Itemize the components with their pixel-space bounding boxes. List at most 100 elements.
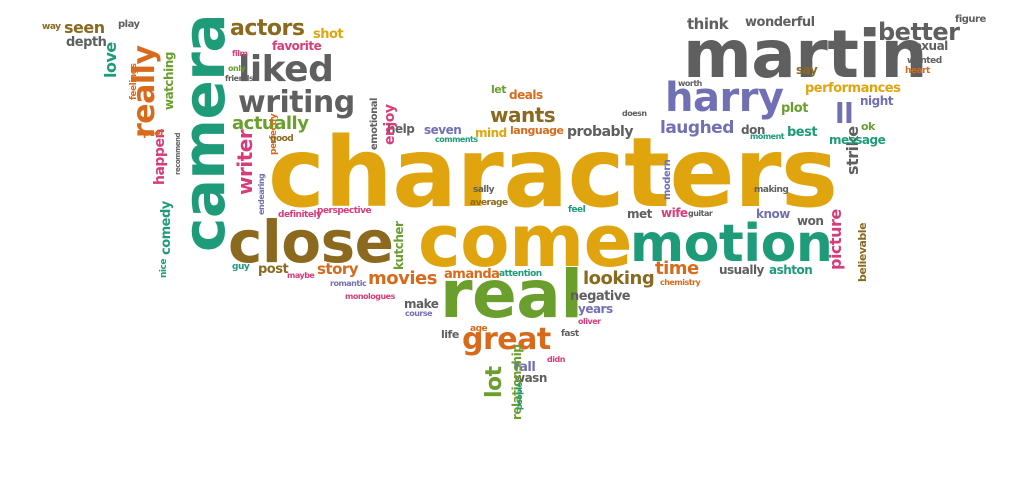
word-motion: motion <box>630 214 833 274</box>
word-real: real <box>440 256 583 333</box>
word-feel: feel <box>568 205 586 215</box>
word-heart: heart <box>905 66 930 76</box>
word-let: let <box>491 83 507 96</box>
word-nice: nice <box>159 259 169 278</box>
word-great: great <box>462 322 551 357</box>
word-actually: actually <box>232 113 309 134</box>
word-negative: negative <box>570 289 631 304</box>
word-say: say <box>796 63 818 77</box>
word-best: best <box>787 125 818 140</box>
word-emotional: emotional <box>369 98 380 150</box>
word-better: better <box>878 18 960 46</box>
word-believable: believable <box>856 222 869 282</box>
word-picture: picture <box>826 209 845 270</box>
word-message: message <box>829 133 886 147</box>
word-attention: attention <box>499 269 542 279</box>
word-film: film <box>232 49 248 58</box>
word-oliver: oliver <box>578 317 601 326</box>
word-monologues: monologues <box>345 292 395 301</box>
word-time: time <box>655 258 699 279</box>
word-guy: guy <box>232 262 250 272</box>
word-way: way <box>42 22 61 32</box>
word-deals: deals <box>509 88 543 102</box>
word-sexual: sexual <box>907 39 948 53</box>
word-wanted: wanted <box>907 56 942 66</box>
word-laughed: laughed <box>660 118 734 138</box>
word-age: age <box>470 324 488 334</box>
word-help: help <box>387 122 415 136</box>
word-course: course <box>405 309 433 318</box>
word-modern: modern <box>662 159 673 200</box>
word-looking: looking <box>583 268 655 289</box>
word-mind: mind <box>475 126 507 140</box>
word-won: won <box>797 214 824 228</box>
word-seven: seven <box>424 123 462 137</box>
word-harry: harry <box>665 75 784 121</box>
word-night: night <box>860 94 894 108</box>
word-people: people <box>515 382 524 410</box>
word-watching: watching <box>162 52 176 110</box>
word-depth: depth <box>66 35 107 50</box>
word-endearing: endearing <box>257 173 266 215</box>
word-seen: seen <box>64 18 105 37</box>
word-fall: fall <box>514 360 536 375</box>
word-wonderful: wonderful <box>745 15 815 30</box>
word-movies: movies <box>368 268 437 289</box>
word-worth: worth <box>678 79 702 88</box>
word-figure: figure <box>955 14 986 25</box>
word-plot: plot <box>781 101 808 116</box>
word-favorite: favorite <box>272 39 322 53</box>
word-language: language <box>510 124 564 137</box>
word-think: think <box>687 15 729 33</box>
word-life: life <box>441 328 459 341</box>
word-enjoy: enjoy <box>382 104 398 145</box>
word-years: years <box>578 302 613 316</box>
word-close: close <box>228 208 394 276</box>
word-play: play <box>118 19 140 30</box>
word-actors: actors <box>230 16 305 41</box>
word-kutcher: kutcher <box>392 221 406 270</box>
word-martin: martin <box>683 16 928 93</box>
word-feelings: feelings <box>129 63 139 101</box>
word-doesn: doesn <box>622 109 647 118</box>
word-post: post <box>258 262 289 277</box>
word-usually: usually <box>719 263 764 277</box>
word-make: make <box>404 297 439 311</box>
word-comments: comments <box>435 135 478 144</box>
word-romantic: romantic <box>330 279 367 288</box>
word-probably: probably <box>567 124 633 140</box>
word-friends: friends <box>225 74 254 83</box>
word-ok: ok <box>861 120 875 133</box>
word-writing: writing <box>238 85 355 120</box>
word-fast: fast <box>561 329 579 339</box>
word-sally: sally <box>473 185 494 195</box>
word-come: come <box>418 199 633 283</box>
word-peel: peel <box>143 129 163 139</box>
word-definitely: definitely <box>278 210 322 220</box>
word-lot: lot <box>482 366 507 398</box>
word-ashton: ashton <box>769 263 813 277</box>
word-only: only <box>228 64 246 73</box>
word-comedy: comedy <box>159 201 174 255</box>
word-don: don <box>741 123 765 137</box>
word-wants: wants <box>490 103 556 127</box>
word-performances: performances <box>805 81 901 96</box>
word-characters: characters <box>268 117 838 229</box>
word-maybe: maybe <box>287 271 315 280</box>
word-shot: shot <box>313 27 344 42</box>
word-didn: didn <box>547 355 565 364</box>
word-know: know <box>756 207 790 221</box>
word-camera: camera <box>170 13 238 252</box>
word-ll: ll <box>835 97 854 130</box>
word-average: average <box>470 198 508 208</box>
word-liked: liked <box>238 49 334 90</box>
word-wasn: wasn <box>514 371 547 385</box>
word-amanda: amanda <box>444 267 500 282</box>
word-met: met <box>627 207 652 221</box>
word-wife: wife <box>661 206 688 220</box>
word-writer: writer <box>233 129 257 195</box>
word-perspective: perspective <box>317 206 372 216</box>
word-story: story <box>317 260 359 278</box>
word-chemistry: chemistry <box>660 278 701 287</box>
